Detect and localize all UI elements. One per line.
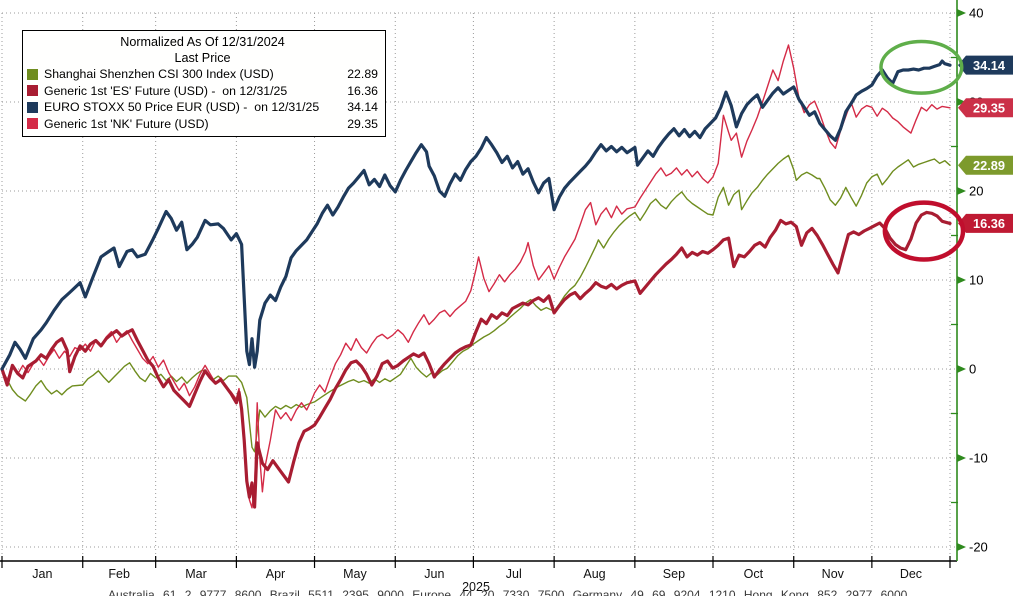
x-tick-label: Sep (663, 567, 685, 581)
y-tick-label: -20 (969, 540, 988, 555)
svg-text:29.35: 29.35 (973, 100, 1005, 115)
last-price-badge: 34.14 (958, 55, 1013, 75)
y-tick-arrow-icon (957, 9, 966, 17)
x-axis: Jan Feb Mar Apr May Jun Jul Aug Sep Oct Nov Dec 2025 (0, 556, 957, 594)
x-tick-label: Aug (583, 567, 605, 581)
last-price-badge: 16.36 (958, 213, 1013, 233)
series-last-price: 22.89 (347, 67, 378, 82)
x-tick-label: Jun (424, 567, 444, 581)
series-last-price: 29.35 (347, 116, 378, 131)
chart-legend: Normalized As Of 12/31/2024 Last Price S… (22, 30, 386, 137)
legend-item[interactable]: Generic 1st 'ES' Future (USD) - on 12/31… (27, 83, 378, 100)
x-axis-year-label: 2025 (462, 580, 490, 594)
gridlines (1, 12, 957, 561)
legend-item[interactable]: EURO STOXX 50 Price EUR (USD) - on 12/31… (27, 99, 378, 116)
legend-subtitle: Last Price (174, 51, 231, 65)
series-color-swatch (27, 85, 38, 97)
y-tick-arrow-icon (957, 98, 966, 106)
svg-text:16.36: 16.36 (973, 216, 1005, 231)
y-tick-label: 20 (969, 184, 983, 199)
series-line-3 (1, 44, 951, 509)
annotation-ellipse-euro-stoxx-highlight-icon (879, 39, 964, 95)
series-label: Generic 1st 'ES' Future (USD) - on 12/31… (44, 83, 288, 98)
legend-item[interactable]: Shanghai Shenzhen CSI 300 Index (USD) 22.… (27, 66, 378, 83)
y-tick-arrow-icon (957, 454, 966, 462)
last-price-badge: 22.89 (958, 155, 1013, 175)
x-tick-label: Dec (900, 567, 922, 581)
series-last-price: 16.36 (347, 83, 378, 98)
legend-title: Normalized As Of 12/31/2024 (120, 35, 285, 49)
x-tick-label: Jan (32, 567, 52, 581)
last-price-badge: 29.35 (958, 98, 1013, 118)
footer-disclaimer: Australia 61 2 9777 8600 Brazil 5511 239… (108, 588, 908, 596)
y-tick-label: 40 (969, 6, 983, 21)
y-tick-arrow-icon (957, 365, 966, 373)
y-axis: 403020100-10-20 (951, 0, 988, 561)
annotation-ellipse-es-dip-highlight-icon (882, 200, 966, 262)
y-tick-arrow-icon (957, 187, 966, 195)
x-tick-label: Feb (108, 567, 130, 581)
series-line-0 (1, 154, 951, 453)
series-line-1 (0, 210, 952, 509)
x-tick-label: Jul (506, 567, 522, 581)
y-tick-label: 10 (969, 273, 983, 288)
svg-text:34.14: 34.14 (973, 58, 1006, 73)
svg-text:22.89: 22.89 (973, 158, 1005, 173)
x-tick-label: May (343, 567, 367, 581)
x-tick-label: Oct (744, 567, 764, 581)
series-color-swatch (27, 68, 38, 80)
x-tick-label: Apr (266, 567, 285, 581)
x-tick-label: Nov (822, 567, 845, 581)
x-tick-label: Mar (185, 567, 207, 581)
series-color-swatch (27, 118, 38, 130)
series-last-price: 34.14 (347, 100, 378, 115)
series-label: Shanghai Shenzhen CSI 300 Index (USD) (44, 67, 274, 82)
y-tick-arrow-icon (957, 543, 966, 551)
legend-rows: Shanghai Shenzhen CSI 300 Index (USD) 22.… (27, 66, 378, 132)
series-label: EURO STOXX 50 Price EUR (USD) - on 12/31… (44, 100, 320, 115)
series-line-2 (0, 59, 952, 371)
legend-item[interactable]: Generic 1st 'NK' Future (USD) 29.35 (27, 116, 378, 133)
y-tick-arrow-icon (957, 276, 966, 284)
y-tick-label: -10 (969, 451, 988, 466)
y-tick-label: 0 (969, 362, 976, 377)
series-color-swatch (27, 101, 38, 113)
series-label: Generic 1st 'NK' Future (USD) (44, 116, 209, 131)
